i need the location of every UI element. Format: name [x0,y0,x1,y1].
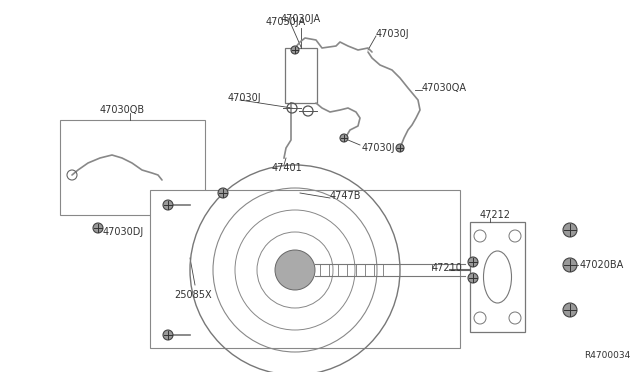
Text: 47030QB: 47030QB [100,105,145,115]
Circle shape [396,144,404,152]
Text: 47020BA: 47020BA [580,260,624,270]
Text: 47030DJ: 47030DJ [103,227,144,237]
Circle shape [163,330,173,340]
Bar [285,48,317,103]
Circle shape [291,46,299,54]
Text: 4747B: 4747B [330,191,362,201]
Text: 47030JA: 47030JA [281,14,321,24]
Circle shape [340,134,348,142]
Text: 25085X: 25085X [174,290,212,300]
Text: 47030QA: 47030QA [422,83,467,93]
Bar [150,190,460,348]
Text: 47212: 47212 [480,210,511,220]
Text: 47030J: 47030J [228,93,262,103]
Text: 47401: 47401 [272,163,303,173]
Circle shape [468,257,478,267]
Text: R4700034: R4700034 [584,351,630,360]
Circle shape [163,200,173,210]
Bar [470,222,525,332]
Text: 47210: 47210 [432,263,463,273]
Bar [60,120,205,215]
Circle shape [563,223,577,237]
Circle shape [275,250,315,290]
Circle shape [563,258,577,272]
Text: 47030J: 47030J [376,29,410,39]
Text: 47030J: 47030J [362,143,396,153]
Circle shape [563,303,577,317]
Circle shape [93,223,103,233]
Text: 47030JA: 47030JA [266,17,306,27]
Circle shape [468,273,478,283]
Circle shape [218,188,228,198]
